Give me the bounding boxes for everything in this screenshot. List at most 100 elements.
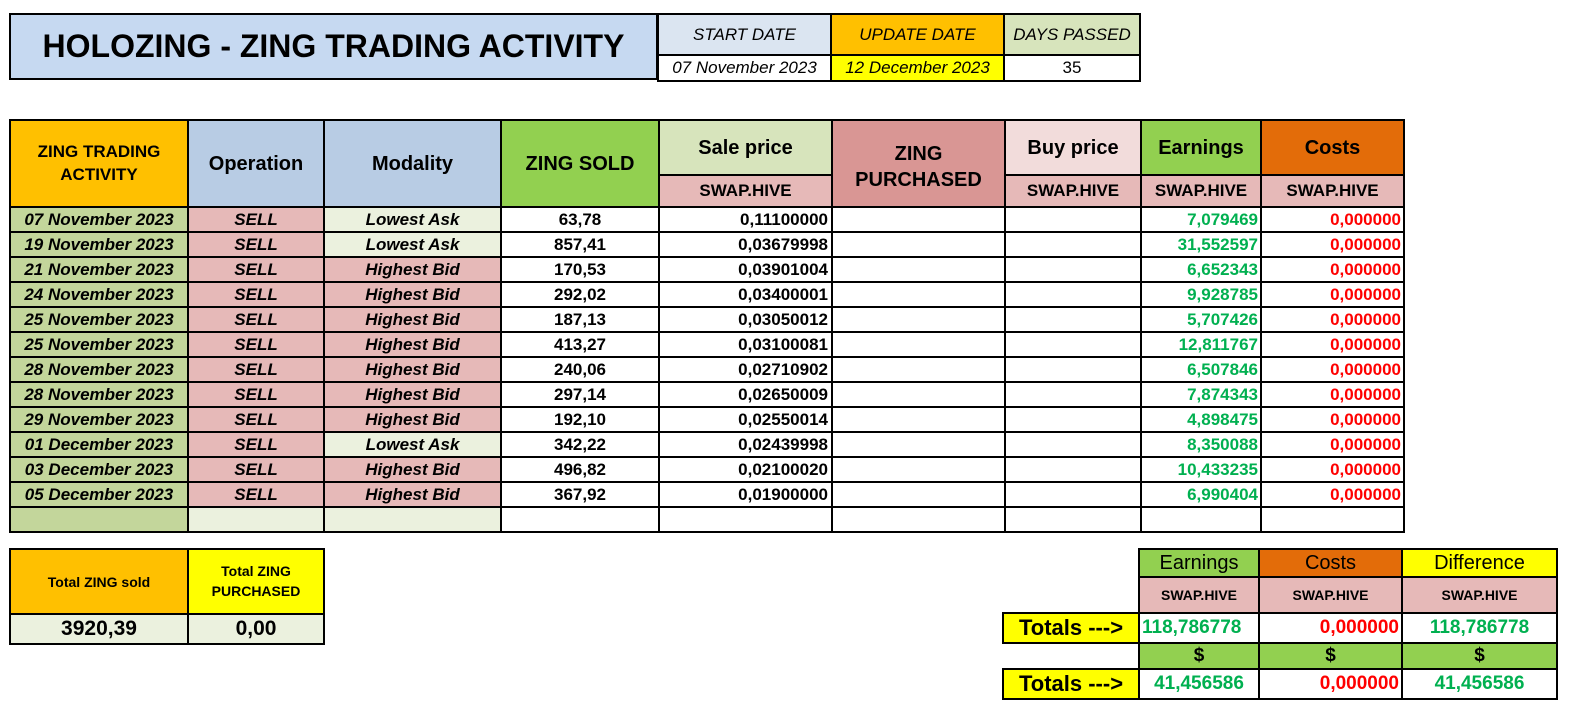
row-zing-sold[interactable]: 342,22 <box>500 431 660 458</box>
row-sale-price[interactable]: 0,11100000 <box>658 206 833 233</box>
empty-cell[interactable] <box>1004 506 1142 533</box>
total-hive-earnings[interactable]: 118,786778 <box>1138 612 1260 644</box>
row-modality[interactable]: Highest Bid <box>323 306 502 333</box>
total-usd-difference[interactable]: 41,456586 <box>1401 668 1558 700</box>
row-zing-sold[interactable]: 496,82 <box>500 456 660 483</box>
row-modality[interactable]: Highest Bid <box>323 456 502 483</box>
row-buy-price[interactable] <box>1004 456 1142 483</box>
total-usd-costs[interactable]: 0,000000 <box>1258 668 1403 700</box>
empty-cell[interactable] <box>658 506 833 533</box>
row-date[interactable]: 07 November 2023 <box>9 206 189 233</box>
row-zing-sold[interactable]: 857,41 <box>500 231 660 258</box>
row-zing-purchased[interactable] <box>831 356 1006 383</box>
empty-cell[interactable] <box>500 506 660 533</box>
row-zing-sold[interactable]: 413,27 <box>500 331 660 358</box>
row-costs[interactable]: 0,000000 <box>1260 281 1405 308</box>
row-sale-price[interactable]: 0,03100081 <box>658 331 833 358</box>
row-costs[interactable]: 0,000000 <box>1260 406 1405 433</box>
row-costs[interactable]: 0,000000 <box>1260 481 1405 508</box>
row-modality[interactable]: Highest Bid <box>323 406 502 433</box>
row-costs[interactable]: 0,000000 <box>1260 256 1405 283</box>
row-costs[interactable]: 0,000000 <box>1260 456 1405 483</box>
row-zing-sold[interactable]: 240,06 <box>500 356 660 383</box>
row-operation[interactable]: SELL <box>187 356 325 383</box>
row-earnings[interactable]: 6,990404 <box>1140 481 1262 508</box>
row-costs[interactable]: 0,000000 <box>1260 231 1405 258</box>
row-date[interactable]: 21 November 2023 <box>9 256 189 283</box>
row-zing-purchased[interactable] <box>831 381 1006 408</box>
row-zing-purchased[interactable] <box>831 206 1006 233</box>
row-operation[interactable]: SELL <box>187 231 325 258</box>
row-modality[interactable]: Highest Bid <box>323 481 502 508</box>
row-date[interactable]: 03 December 2023 <box>9 456 189 483</box>
row-zing-purchased[interactable] <box>831 281 1006 308</box>
row-zing-purchased[interactable] <box>831 406 1006 433</box>
row-date[interactable]: 29 November 2023 <box>9 406 189 433</box>
total-zing-purchased-value[interactable]: 0,00 <box>187 613 325 645</box>
row-date[interactable]: 28 November 2023 <box>9 356 189 383</box>
row-sale-price[interactable]: 0,02710902 <box>658 356 833 383</box>
row-sale-price[interactable]: 0,03400001 <box>658 281 833 308</box>
row-sale-price[interactable]: 0,02100020 <box>658 456 833 483</box>
row-date[interactable]: 28 November 2023 <box>9 381 189 408</box>
row-costs[interactable]: 0,000000 <box>1260 381 1405 408</box>
row-buy-price[interactable] <box>1004 381 1142 408</box>
row-operation[interactable]: SELL <box>187 456 325 483</box>
row-modality[interactable]: Highest Bid <box>323 381 502 408</box>
empty-cell[interactable] <box>187 506 325 533</box>
total-hive-costs[interactable]: 0,000000 <box>1258 612 1403 644</box>
empty-cell[interactable] <box>831 506 1006 533</box>
row-zing-sold[interactable]: 367,92 <box>500 481 660 508</box>
row-costs[interactable]: 0,000000 <box>1260 206 1405 233</box>
row-sale-price[interactable]: 0,03679998 <box>658 231 833 258</box>
row-modality[interactable]: Lowest Ask <box>323 206 502 233</box>
row-buy-price[interactable] <box>1004 406 1142 433</box>
row-zing-sold[interactable]: 192,10 <box>500 406 660 433</box>
row-zing-sold[interactable]: 63,78 <box>500 206 660 233</box>
row-costs[interactable]: 0,000000 <box>1260 356 1405 383</box>
days-passed-value[interactable]: 35 <box>1003 54 1141 82</box>
row-costs[interactable]: 0,000000 <box>1260 306 1405 333</box>
row-modality[interactable]: Highest Bid <box>323 256 502 283</box>
row-buy-price[interactable] <box>1004 281 1142 308</box>
empty-cell[interactable] <box>1140 506 1262 533</box>
row-zing-purchased[interactable] <box>831 231 1006 258</box>
row-buy-price[interactable] <box>1004 206 1142 233</box>
row-zing-sold[interactable]: 170,53 <box>500 256 660 283</box>
row-earnings[interactable]: 9,928785 <box>1140 281 1262 308</box>
total-hive-difference[interactable]: 118,786778 <box>1401 612 1558 644</box>
row-earnings[interactable]: 6,507846 <box>1140 356 1262 383</box>
row-operation[interactable]: SELL <box>187 481 325 508</box>
row-earnings[interactable]: 5,707426 <box>1140 306 1262 333</box>
total-zing-sold-value[interactable]: 3920,39 <box>9 613 189 645</box>
row-zing-sold[interactable]: 297,14 <box>500 381 660 408</box>
start-date-value[interactable]: 07 November 2023 <box>657 54 832 82</box>
row-sale-price[interactable]: 0,02550014 <box>658 406 833 433</box>
row-date[interactable]: 25 November 2023 <box>9 331 189 358</box>
row-date[interactable]: 01 December 2023 <box>9 431 189 458</box>
row-costs[interactable]: 0,000000 <box>1260 331 1405 358</box>
empty-cell[interactable] <box>9 506 189 533</box>
row-buy-price[interactable] <box>1004 231 1142 258</box>
row-buy-price[interactable] <box>1004 306 1142 333</box>
row-sale-price[interactable]: 0,02439998 <box>658 431 833 458</box>
row-zing-purchased[interactable] <box>831 481 1006 508</box>
row-operation[interactable]: SELL <box>187 406 325 433</box>
row-buy-price[interactable] <box>1004 356 1142 383</box>
row-modality[interactable]: Lowest Ask <box>323 231 502 258</box>
row-earnings[interactable]: 4,898475 <box>1140 406 1262 433</box>
row-operation[interactable]: SELL <box>187 431 325 458</box>
row-zing-purchased[interactable] <box>831 256 1006 283</box>
row-earnings[interactable]: 31,552597 <box>1140 231 1262 258</box>
row-sale-price[interactable]: 0,03050012 <box>658 306 833 333</box>
row-modality[interactable]: Highest Bid <box>323 331 502 358</box>
row-buy-price[interactable] <box>1004 331 1142 358</box>
row-date[interactable]: 25 November 2023 <box>9 306 189 333</box>
row-operation[interactable]: SELL <box>187 281 325 308</box>
row-modality[interactable]: Lowest Ask <box>323 431 502 458</box>
row-costs[interactable]: 0,000000 <box>1260 431 1405 458</box>
row-buy-price[interactable] <box>1004 431 1142 458</box>
row-buy-price[interactable] <box>1004 481 1142 508</box>
row-zing-purchased[interactable] <box>831 456 1006 483</box>
row-earnings[interactable]: 8,350088 <box>1140 431 1262 458</box>
